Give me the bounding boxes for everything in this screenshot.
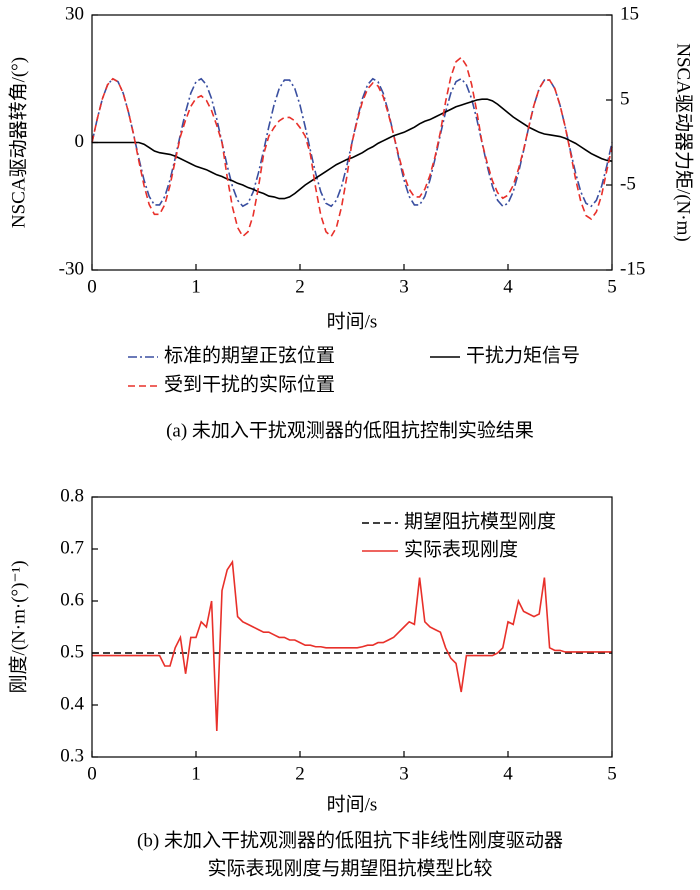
plot-frame (91, 496, 613, 758)
legend-label: 标准的期望正弦位置 (164, 344, 335, 366)
caption: (b) 未加入干扰观测器的低阻抗下非线性刚度驱动器 (137, 829, 563, 851)
y2-tick-label: 15 (620, 3, 639, 24)
legend-label: 期望阻抗模型刚度 (404, 510, 556, 532)
x-tick-label: 4 (503, 763, 513, 784)
x-tick-label: 0 (87, 763, 97, 784)
y-tick-label: 0.5 (60, 641, 84, 662)
x-tick-label: 1 (191, 276, 201, 297)
legend-label: 实际表现刚度 (404, 538, 518, 560)
y-tick-label: 0.8 (60, 485, 84, 506)
y-tick-label: -30 (59, 258, 84, 279)
series-line (92, 98, 613, 200)
series-line (92, 559, 612, 732)
x-tick-label: 5 (607, 276, 617, 297)
x-tick-label: 2 (295, 763, 305, 784)
caption: 实际表现刚度与期望阻抗模型比较 (207, 857, 492, 879)
y-tick-label: 0.4 (60, 693, 84, 714)
legend-label: 受到干扰的实际位置 (164, 373, 335, 395)
legend-label: 干扰力矩信号 (466, 344, 580, 366)
x-tick-label: 3 (399, 276, 409, 297)
x-tick-label: 0 (87, 276, 97, 297)
x-axis-label: 时间/s (327, 310, 378, 332)
caption: (a) 未加入干扰观测器的低阻抗控制实验结果 (166, 419, 534, 441)
x-tick-label: 3 (399, 763, 409, 784)
x-tick-label: 2 (295, 276, 305, 297)
x-tick-label: 5 (607, 763, 617, 784)
x-axis-label: 时间/s (327, 793, 378, 815)
y-tick-label: 0.6 (60, 589, 84, 610)
y2-axis-label: NSCA驱动器力矩/(N·m) (673, 43, 695, 241)
y2-tick-label: -15 (620, 258, 645, 279)
y2-tick-label: -5 (620, 173, 636, 194)
y2-tick-label: 5 (620, 88, 630, 109)
x-tick-label: 4 (503, 276, 513, 297)
y-tick-label: 0.3 (60, 745, 84, 766)
y-axis-label: NSCA驱动器转角/(°) (7, 57, 29, 228)
y-tick-label: 0.7 (60, 537, 84, 558)
x-tick-label: 1 (191, 763, 201, 784)
y-tick-label: 0 (75, 131, 85, 152)
series-line (91, 56, 613, 238)
y-axis-label: 刚度/(N·m·(°)⁻¹) (7, 560, 29, 693)
y-tick-label: 30 (65, 3, 84, 24)
